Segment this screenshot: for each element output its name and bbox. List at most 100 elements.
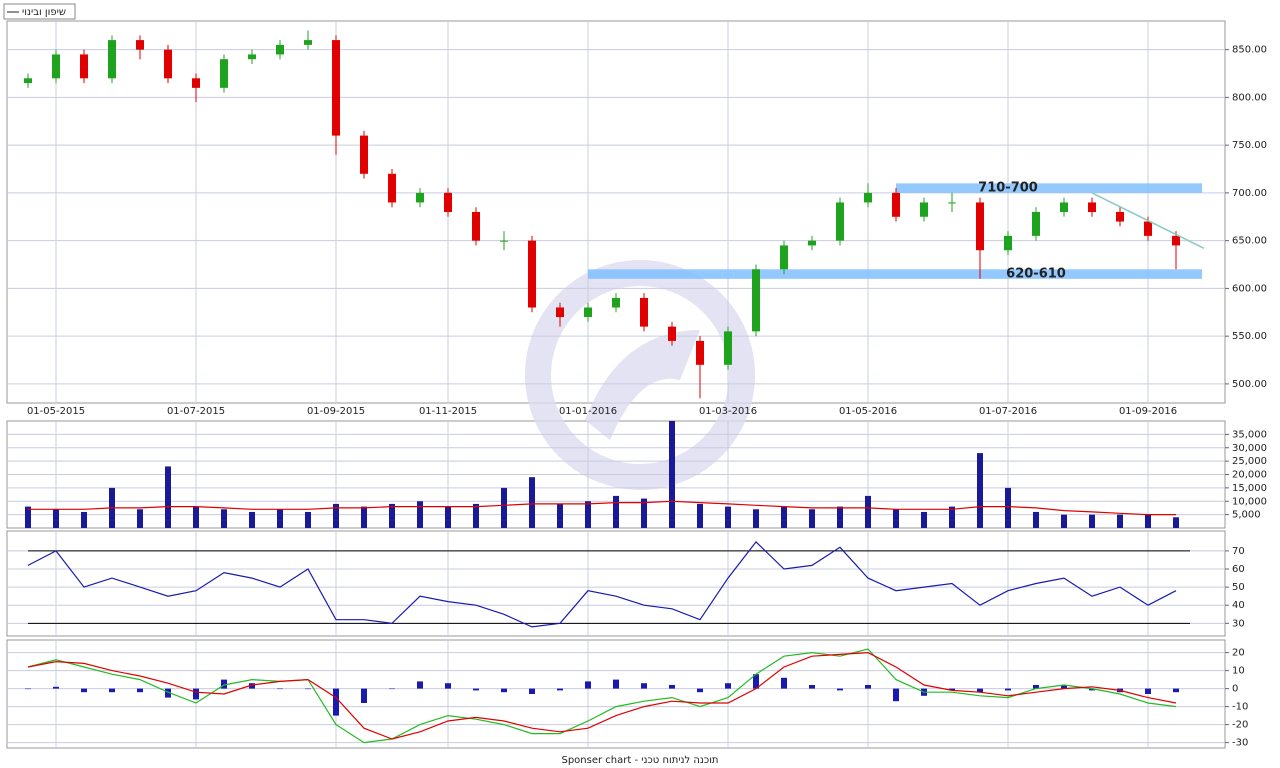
candle-body <box>192 78 200 88</box>
bar <box>25 688 31 690</box>
series-line <box>28 500 1176 516</box>
candle-body <box>1116 212 1124 222</box>
candle-body <box>24 78 32 84</box>
bar <box>1145 514 1151 528</box>
bar <box>809 685 815 689</box>
bar <box>221 679 227 689</box>
candle-body <box>1004 235 1012 251</box>
bar <box>1033 685 1039 689</box>
y-tick-label: 5,000 <box>1232 510 1261 521</box>
bar <box>921 511 927 528</box>
y-tick-label: 60 <box>1232 564 1245 575</box>
y-tick-label: -20 <box>1232 720 1248 731</box>
y-tick-label: 30 <box>1232 618 1245 629</box>
candle-body <box>388 173 396 203</box>
price-panel <box>6 20 1226 404</box>
series-line <box>27 541 1177 628</box>
candle-body <box>220 59 228 88</box>
y-tick-label: 70 <box>1232 546 1245 557</box>
y-tick-label: 650.00 <box>1232 236 1267 247</box>
y-tick-label: 10,000 <box>1232 496 1267 507</box>
y-tick-label: 500.00 <box>1232 379 1267 390</box>
candle-body <box>864 192 872 203</box>
bar <box>613 495 619 528</box>
zone <box>896 183 1202 193</box>
bar <box>1061 514 1067 528</box>
zone-label: 620-610 <box>1006 267 1066 282</box>
y-tick-label: 600.00 <box>1232 283 1267 294</box>
bar <box>585 501 591 528</box>
candle-body <box>136 40 144 50</box>
candle-body <box>780 245 788 270</box>
bar <box>417 501 423 528</box>
bar <box>865 495 871 528</box>
footer: Sponser chart - תוכנה לניתוח טכני <box>561 755 718 766</box>
candle-body <box>696 340 704 365</box>
bar <box>221 509 227 528</box>
bar <box>193 506 199 528</box>
bar <box>585 681 591 689</box>
candle-body <box>304 40 312 45</box>
bar <box>501 487 507 528</box>
series-line <box>27 651 1177 740</box>
x-tick-label: 01-11-2015 <box>419 406 477 417</box>
zone <box>588 269 1202 279</box>
y-tick-label: 25,000 <box>1232 456 1267 467</box>
bar <box>697 503 703 528</box>
candle-body <box>808 240 816 246</box>
bar <box>977 688 983 693</box>
bar <box>473 688 479 691</box>
bar <box>361 506 367 528</box>
rsi-panel <box>6 530 1226 637</box>
bar <box>1005 688 1011 691</box>
bar <box>837 688 843 691</box>
bar <box>697 688 703 693</box>
bar <box>165 688 171 698</box>
bar <box>641 683 647 689</box>
candle-body <box>1060 202 1068 212</box>
candle-body <box>920 202 928 217</box>
x-tick-label: 01-01-2016 <box>559 406 617 417</box>
candle-body <box>108 40 116 79</box>
candle-body <box>892 192 900 217</box>
bar <box>137 509 143 528</box>
bar <box>669 421 675 528</box>
zone-label: 710-700 <box>978 181 1038 196</box>
bar <box>1173 688 1179 693</box>
bar <box>1089 688 1095 691</box>
y-tick-label: 850.00 <box>1232 45 1267 56</box>
bar <box>81 688 87 693</box>
bar <box>53 686 59 689</box>
bar <box>305 511 311 528</box>
bar <box>277 509 283 528</box>
candle-body <box>164 49 172 79</box>
candle-body <box>360 135 368 174</box>
bar <box>949 506 955 528</box>
bar <box>781 506 787 528</box>
bar <box>109 688 115 693</box>
x-tick-label: 01-09-2015 <box>307 406 365 417</box>
candle-body <box>836 202 844 241</box>
bar <box>137 688 143 693</box>
y-tick-label: 40 <box>1232 600 1245 611</box>
candle-body <box>640 297 648 327</box>
bar <box>557 503 563 528</box>
macd-panel <box>6 639 1226 749</box>
bar <box>529 688 535 694</box>
candle-body <box>752 269 760 332</box>
bar <box>809 509 815 528</box>
bar <box>753 674 759 689</box>
bar <box>949 688 955 691</box>
bar <box>725 683 731 689</box>
y-tick-label: 0 <box>1232 684 1238 695</box>
y-tick-label: 50 <box>1232 582 1245 593</box>
bar <box>1033 511 1039 528</box>
trendline <box>1091 192 1205 249</box>
y-tick-label: 20 <box>1232 648 1245 659</box>
bar <box>445 506 451 528</box>
legend-label: שיפון ובינוי <box>22 7 66 18</box>
x-tick-label: 01-09-2016 <box>1119 406 1177 417</box>
y-tick-label: 750.00 <box>1232 140 1267 151</box>
y-tick-label: 35,000 <box>1232 429 1267 440</box>
